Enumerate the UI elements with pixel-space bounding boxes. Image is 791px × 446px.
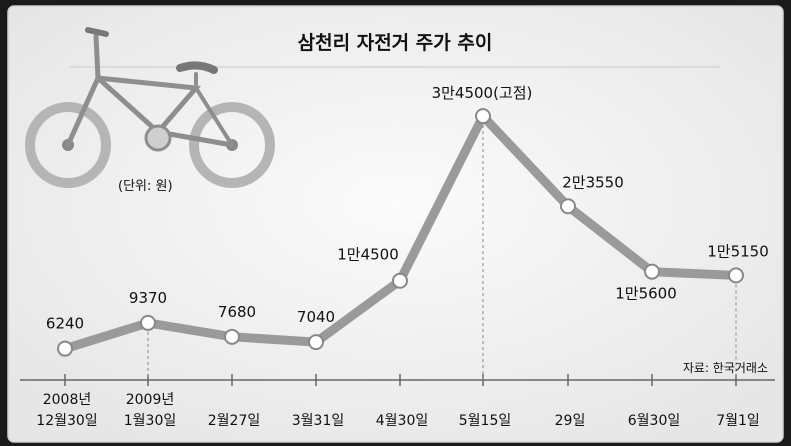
x-tick-label: 29일 bbox=[555, 413, 586, 429]
x-tick-label: 7월1일 bbox=[716, 413, 760, 429]
data-point bbox=[57, 340, 73, 357]
guide-lines bbox=[147, 125, 737, 380]
x-tick-label: 1월30일 bbox=[124, 413, 176, 429]
x-tick-label: 2월27일 bbox=[208, 413, 260, 429]
source-note: 자료: 한국거래소 bbox=[683, 361, 768, 375]
data-point bbox=[728, 267, 744, 284]
chart-title: 삼천리 자전거 주가 추이 bbox=[298, 32, 493, 54]
x-tick-label: 6월30일 bbox=[628, 413, 680, 429]
data-point bbox=[392, 272, 408, 289]
x-tick-labels: 2008년 12월30일 2009년 1월30일 2월27일 3월31일 4월30일 5월15… bbox=[36, 392, 759, 429]
data-label: 6240 bbox=[46, 315, 84, 333]
unit-note: (단위: 원) bbox=[118, 179, 173, 194]
chart-background bbox=[7, 5, 784, 443]
x-tick-label-year: 2008년 bbox=[43, 392, 92, 408]
data-point bbox=[560, 198, 576, 215]
data-label: 1만5600 bbox=[615, 285, 677, 303]
data-label: 1만4500 bbox=[337, 246, 399, 264]
data-point bbox=[308, 334, 324, 351]
x-tick-label: 5월15일 bbox=[459, 413, 511, 429]
series-markers bbox=[57, 108, 744, 357]
data-labels: 6240 9370 7680 7040 1만4500 3만4500(고점) 2만3550 1만… bbox=[46, 84, 769, 332]
data-label: 2만3550 bbox=[562, 173, 624, 191]
data-point bbox=[224, 328, 240, 345]
data-label: 7040 bbox=[297, 308, 335, 326]
data-label: 1만5150 bbox=[707, 242, 769, 260]
data-label: 7680 bbox=[218, 303, 256, 321]
x-tick-label: 3월31일 bbox=[292, 413, 344, 429]
bicycle-illustration bbox=[25, 27, 275, 188]
data-point bbox=[644, 263, 660, 280]
data-point bbox=[475, 108, 491, 125]
x-tick-label-year: 2009년 bbox=[126, 392, 175, 408]
data-label: 9370 bbox=[129, 289, 167, 307]
x-tick-label: 4월30일 bbox=[376, 413, 428, 429]
data-point bbox=[140, 314, 156, 331]
data-label: 3만4500(고점) bbox=[432, 84, 533, 102]
x-tick-label: 12월30일 bbox=[36, 413, 97, 429]
